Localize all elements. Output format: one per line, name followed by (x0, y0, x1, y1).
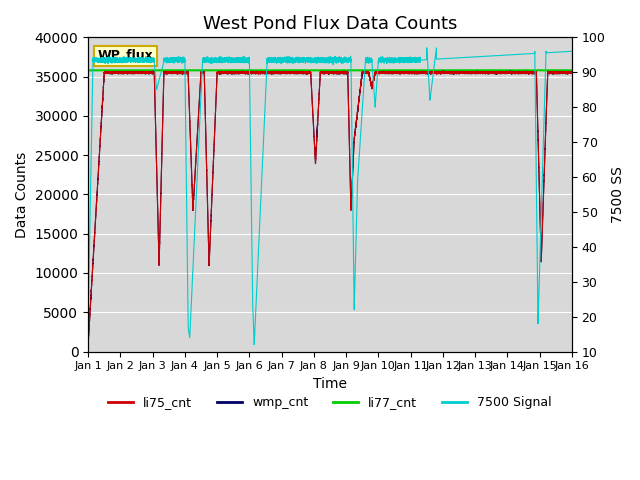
Y-axis label: Data Counts: Data Counts (15, 151, 29, 238)
Text: WP_flux: WP_flux (98, 49, 154, 62)
Title: West Pond Flux Data Counts: West Pond Flux Data Counts (203, 15, 457, 33)
Y-axis label: 7500 SS: 7500 SS (611, 166, 625, 223)
Legend: li75_cnt, wmp_cnt, li77_cnt, 7500 Signal: li75_cnt, wmp_cnt, li77_cnt, 7500 Signal (103, 391, 557, 414)
X-axis label: Time: Time (313, 377, 347, 391)
